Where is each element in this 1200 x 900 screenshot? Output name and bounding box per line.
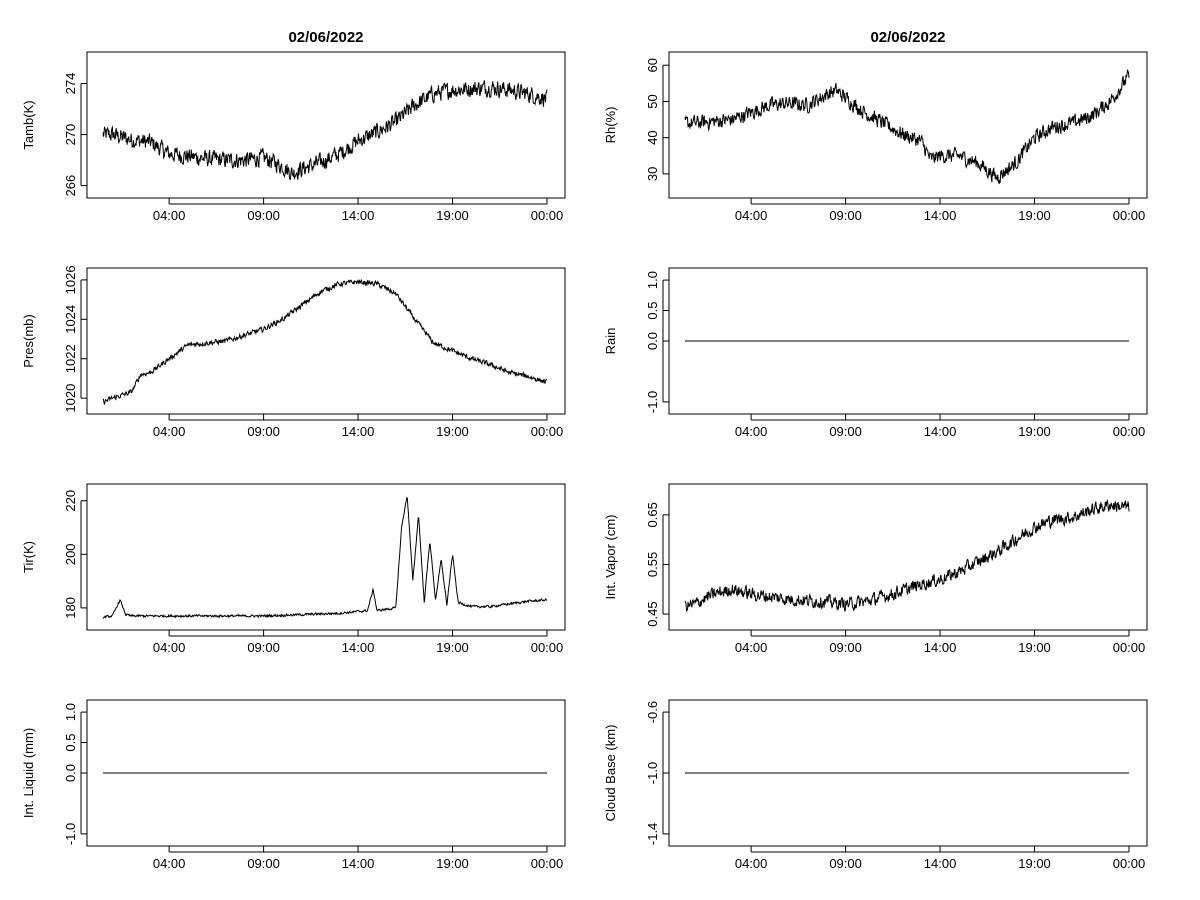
panel-int-vapor-cm: Int. Vapor (cm) 0.45 0.55 0.65 04:00 09:00 14:… (603, 483, 1148, 655)
x-tick-label: 14:00 (342, 856, 375, 871)
x-tick-label: 09:00 (829, 424, 862, 439)
x-tick-label: 04:00 (735, 640, 768, 655)
x-tick-label: 19:00 (436, 856, 469, 871)
y-tick-label: 1.0 (645, 271, 660, 289)
y-axis-label: Cloud Base (km) (603, 725, 618, 822)
y-tick-label: 30 (645, 167, 660, 181)
x-tick-label: 00:00 (531, 208, 564, 223)
panel-rain: Rain -1.0 0.0 0.5 1.0 04:00 09:00 14:00 19:00 00:… (603, 267, 1148, 439)
x-tick-label: 19:00 (1018, 208, 1051, 223)
x-tick-label: 04:00 (153, 640, 186, 655)
panel-int-liquid-mm: Int. Liquid (mm) -1.0 0.0 0.5 1.0 04:00 09:00 1… (21, 699, 566, 871)
x-tick-label: 14:00 (924, 208, 957, 223)
y-tick-label: 0.45 (645, 601, 660, 626)
x-tick-label: 00:00 (1113, 208, 1146, 223)
chart-title: 02/06/2022 (288, 29, 363, 46)
y-axis-label: Int. Liquid (mm) (21, 728, 36, 818)
x-tick-label: 04:00 (153, 424, 186, 439)
y-axis-label: Tir(K) (21, 541, 36, 573)
y-axis-label: Tamb(K) (21, 100, 36, 149)
x-tick-label: 09:00 (247, 640, 280, 655)
y-axis-label: Pres(mb) (21, 314, 36, 367)
y-tick-label: 274 (63, 73, 78, 95)
x-tick-label: 00:00 (1113, 640, 1146, 655)
x-tick-label: 04:00 (153, 856, 186, 871)
x-tick-label: 00:00 (531, 640, 564, 655)
y-tick-label: -1.0 (63, 823, 78, 845)
x-tick-label: 04:00 (153, 208, 186, 223)
x-tick-label: 19:00 (436, 640, 469, 655)
y-tick-label: 1.0 (63, 703, 78, 721)
chart-title: 02/06/2022 (870, 29, 945, 46)
panel-tir-k: Tir(K) 180 200 220 04:00 09:00 14:00 19:00 00:00 (21, 483, 566, 655)
panel-cloud-base-km: Cloud Base (km) -1.4 -1.0 -0.6 04:00 09:00 14:… (603, 699, 1148, 871)
y-tick-label: -1.0 (645, 762, 660, 784)
panel-tamb-k: 02/06/2022 Tamb(K) 266 270 274 04:00 09:00 14:0… (21, 29, 566, 223)
x-tick-label: 04:00 (735, 208, 768, 223)
y-tick-label: 0.5 (645, 302, 660, 320)
series-line-tamb-k (102, 80, 548, 181)
x-tick-label: 09:00 (829, 856, 862, 871)
x-tick-label: 19:00 (436, 208, 469, 223)
y-tick-label: 40 (645, 130, 660, 144)
panel-rh: 02/06/2022 Rh(%) 30 40 50 60 04:00 09:00 14:00 19… (603, 29, 1148, 223)
x-tick-label: 09:00 (247, 856, 280, 871)
y-tick-label: 266 (63, 175, 78, 197)
x-tick-label: 09:00 (247, 424, 280, 439)
y-tick-label: 1022 (63, 344, 78, 373)
y-axis-label: Int. Vapor (cm) (603, 514, 618, 599)
plot-frame (668, 483, 1148, 631)
y-tick-label: 1020 (63, 384, 78, 413)
y-tick-label: -1.0 (645, 391, 660, 413)
y-tick-label: 0.0 (63, 764, 78, 782)
y-tick-label: 0.0 (645, 332, 660, 350)
y-tick-label: 1024 (63, 305, 78, 334)
y-tick-label: 220 (63, 490, 78, 512)
series-line-pres-mb (102, 278, 548, 406)
series-line-tir-k (102, 497, 548, 619)
y-axis-label: Rh(%) (603, 107, 618, 144)
x-tick-label: 14:00 (924, 856, 957, 871)
x-tick-label: 09:00 (829, 640, 862, 655)
y-axis-label: Rain (603, 328, 618, 355)
x-tick-label: 14:00 (924, 640, 957, 655)
series-line-int-vapor-cm (684, 498, 1130, 613)
x-tick-label: 14:00 (342, 640, 375, 655)
x-tick-label: 09:00 (247, 208, 280, 223)
plot-frame (86, 51, 566, 199)
y-tick-label: -1.4 (645, 823, 660, 845)
x-tick-label: 00:00 (1113, 424, 1146, 439)
series-line-rh (684, 68, 1130, 185)
y-tick-label: 270 (63, 124, 78, 146)
y-tick-label: 0.65 (645, 502, 660, 527)
x-tick-label: 04:00 (735, 424, 768, 439)
y-tick-label: 1026 (63, 265, 78, 294)
x-tick-label: 00:00 (1113, 856, 1146, 871)
panel-pres-mb: Pres(mb) 1020 1022 1024 1026 04:00 09:00 14:00 1… (21, 265, 566, 439)
y-tick-label: 0.5 (63, 734, 78, 752)
x-tick-label: 14:00 (924, 424, 957, 439)
plot-frame (86, 483, 566, 631)
y-tick-label: 200 (63, 543, 78, 565)
plot-frame (86, 267, 566, 415)
x-tick-label: 19:00 (1018, 640, 1051, 655)
y-tick-label: 60 (645, 58, 660, 72)
y-tick-label: 50 (645, 94, 660, 108)
x-tick-label: 04:00 (735, 856, 768, 871)
x-tick-label: 19:00 (1018, 856, 1051, 871)
x-tick-label: 19:00 (1018, 424, 1051, 439)
x-tick-label: 14:00 (342, 424, 375, 439)
y-tick-label: 180 (63, 597, 78, 619)
y-tick-label: 0.55 (645, 552, 660, 577)
plot-frame (668, 51, 1148, 199)
x-tick-label: 09:00 (829, 208, 862, 223)
x-tick-label: 14:00 (342, 208, 375, 223)
y-tick-label: -0.6 (645, 701, 660, 723)
x-tick-label: 19:00 (436, 424, 469, 439)
x-tick-label: 00:00 (531, 856, 564, 871)
x-tick-label: 00:00 (531, 424, 564, 439)
